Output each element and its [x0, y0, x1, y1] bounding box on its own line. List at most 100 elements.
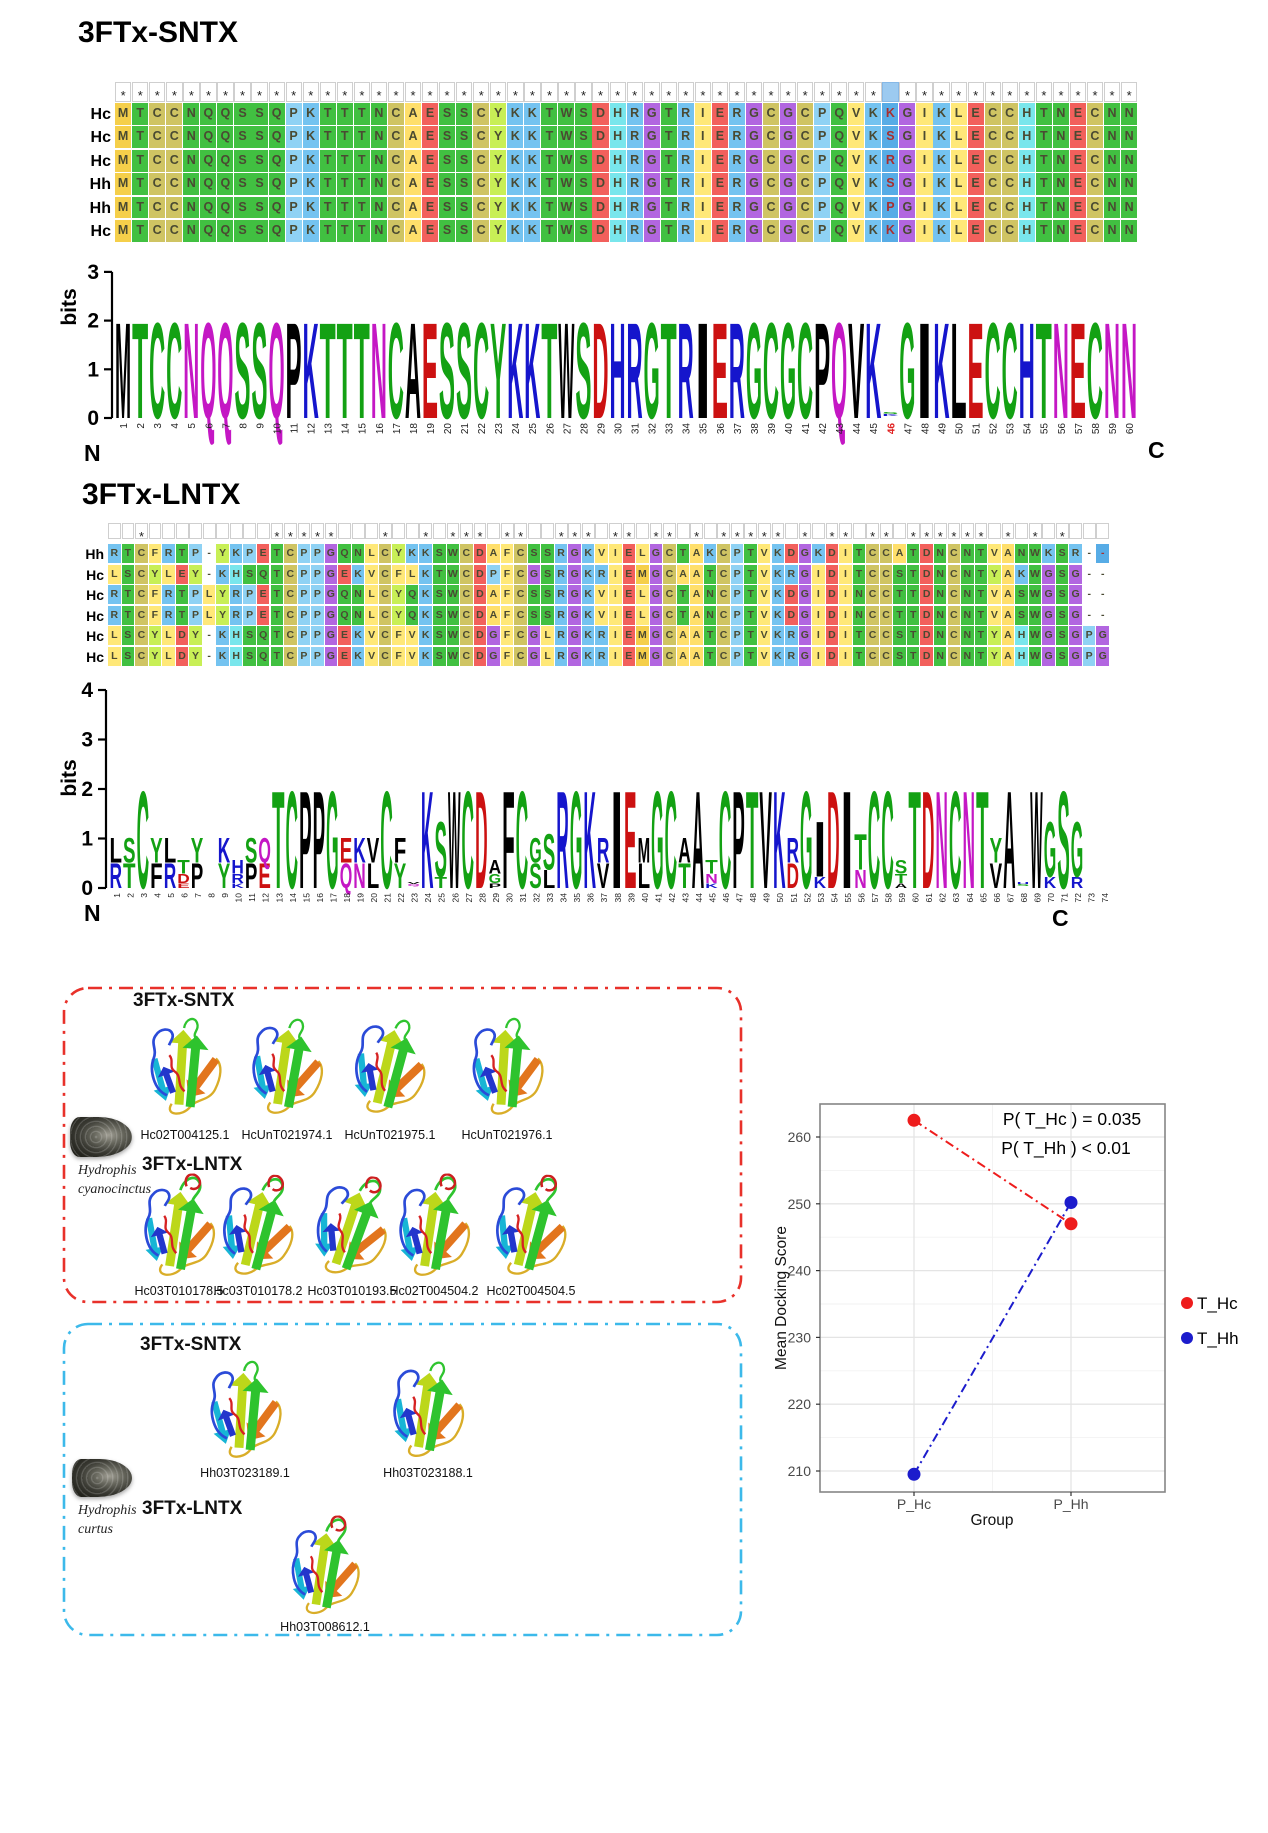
logo-letter: T — [320, 293, 336, 447]
alignment-cell: K — [507, 196, 524, 219]
alignment-cell: Q — [200, 103, 217, 125]
logo-position-number: 48 — [748, 893, 758, 903]
alignment-cell: S — [893, 626, 906, 646]
structure-label: Hc03T010193.5 — [307, 1284, 397, 1298]
group-title: 3FTx-LNTX — [142, 1498, 243, 1519]
alignment-cell: C — [866, 626, 879, 646]
alignment-cell: T — [270, 605, 284, 625]
species-panel-border — [62, 1322, 743, 1637]
alignment-cell: K — [302, 103, 319, 125]
alignment-cell: G — [643, 149, 660, 172]
beta-strand-yellowgreen — [311, 1533, 337, 1606]
alignment-cell: K — [812, 544, 825, 563]
alignment-cell: - — [1096, 544, 1109, 563]
logo-letter: L — [543, 865, 556, 894]
logo-position-number: 16 — [375, 423, 386, 435]
alignment-cell: T — [1035, 126, 1052, 149]
alignment-cell: T — [132, 173, 149, 195]
alignment-cell: C — [797, 196, 814, 219]
alignment-cell: K — [882, 220, 899, 242]
logo-letter: L — [638, 857, 651, 896]
logo-letter: Q — [258, 832, 271, 871]
logo-letter: W — [1030, 763, 1043, 918]
alignment-cell: Q — [831, 173, 848, 195]
beta-strand-cyan — [473, 1057, 494, 1101]
alignment-cell: I — [916, 149, 933, 172]
alignment-cell: D — [473, 544, 487, 563]
alignment-cell: A — [487, 605, 500, 625]
protein-structure-figure — [280, 1515, 370, 1623]
logo-letter: G — [899, 293, 915, 447]
conservation-cell: * — [947, 523, 961, 544]
alignment-cell: V — [595, 605, 608, 625]
alignment-cell: T — [336, 149, 353, 172]
alignment-cell: P — [311, 605, 324, 625]
alignment-cell: E — [1069, 126, 1086, 149]
conservation-cell: * — [797, 82, 814, 103]
conservation-cell: * — [933, 82, 950, 103]
logo-position-number: 46 — [721, 893, 731, 903]
alignment-cell: K — [419, 605, 432, 625]
data-point — [907, 1113, 921, 1127]
alignment-cell: K — [771, 626, 785, 646]
logo-position-number: 42 — [818, 423, 829, 435]
alignment-cell: - — [202, 626, 216, 646]
logo-position-number: 57 — [870, 893, 880, 903]
beta-strand-yellowgreen — [491, 1029, 518, 1105]
logo-position-number: 5 — [187, 423, 198, 429]
sequence-row-label: Hc — [90, 152, 111, 170]
alignment-cell: S — [456, 103, 473, 125]
x-tick-label: P_Hc — [897, 1496, 931, 1512]
conservation-cell — [1096, 523, 1110, 539]
conservation-cell: * — [514, 523, 528, 544]
logo-position-number: 33 — [545, 893, 555, 903]
alignment-cell: C — [1086, 149, 1103, 172]
alignment-cell: K — [302, 126, 319, 149]
beta-strand-green — [242, 1378, 269, 1451]
alignment-cell: N — [183, 149, 200, 172]
logo-letter: T — [705, 857, 718, 879]
alignment-cell: Q — [268, 173, 285, 195]
alignment-cell: T — [132, 103, 149, 125]
alignment-cell: S — [251, 103, 268, 125]
logo-letter: E — [712, 293, 728, 447]
alignment-cell: - — [1096, 564, 1109, 584]
alignment-cell: N — [961, 585, 974, 605]
logo-letter: G — [780, 293, 796, 447]
alignment-cell: I — [839, 626, 852, 646]
conservation-cell — [202, 523, 216, 539]
loop-blue — [150, 1028, 175, 1097]
logo-position-number: 28 — [579, 423, 590, 435]
alignment-cell: C — [663, 564, 676, 584]
logo-position-number: 3 — [153, 423, 164, 429]
alignment-cell: T — [1035, 196, 1052, 219]
beta-strand-green — [284, 1036, 312, 1109]
logo-letter: K — [231, 883, 244, 890]
alignment-cell: T — [132, 196, 149, 219]
alignment-cell: K — [933, 220, 950, 242]
logo-letter: H — [1017, 882, 1029, 885]
alignment-cell: Y — [490, 103, 507, 125]
logo-position-number: 55 — [1040, 423, 1051, 435]
alignment-cell: V — [848, 196, 865, 219]
alignment-cell: P — [730, 605, 744, 625]
conservation-cell — [541, 523, 555, 539]
logo-position-number: 34 — [682, 423, 693, 435]
alignment-cell: H — [609, 196, 626, 219]
alignment-cell: N — [183, 196, 200, 219]
alignment-cell: Y — [490, 173, 507, 195]
logo-letter: G — [644, 293, 660, 447]
alignment-cell: M — [115, 173, 132, 195]
logo-position-number: 29 — [491, 893, 501, 903]
alignment-cell: G — [798, 564, 812, 584]
alignment-cell: C — [762, 173, 780, 195]
logo-letter: A — [895, 883, 908, 890]
loop-red — [490, 1054, 508, 1093]
alignment-cell: C — [947, 626, 961, 646]
alignment-cell: K — [703, 544, 717, 563]
alignment-cell: C — [149, 126, 166, 149]
legend-marker — [1181, 1332, 1193, 1344]
sntx-title: 3FTx-SNTX — [78, 16, 239, 49]
alignment-cell: C — [473, 126, 490, 149]
beta-strand-cyan — [253, 1055, 272, 1100]
